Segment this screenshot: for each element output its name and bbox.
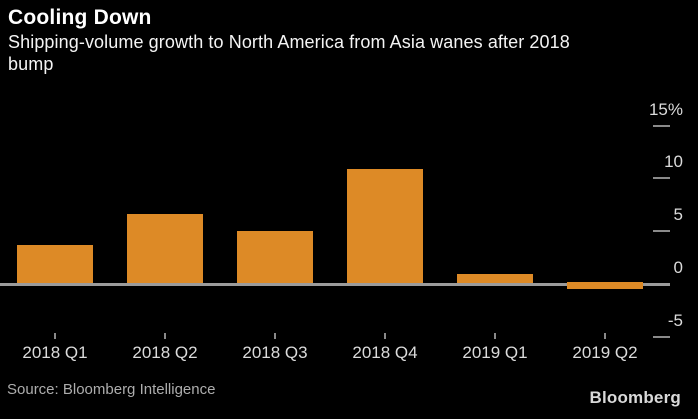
- bar-2018-q4: [347, 169, 423, 284]
- x-axis-label: 2018 Q2: [132, 343, 198, 362]
- y-axis-tick: [653, 177, 670, 179]
- bar-2019-q2: [567, 282, 643, 289]
- chart-subtitle-line1: Shipping-volume growth to North America …: [8, 32, 570, 52]
- x-axis-label: 2019 Q1: [462, 343, 528, 362]
- chart-subtitle-line2: bump: [8, 54, 54, 74]
- bloomberg-logo: Bloomberg: [589, 388, 681, 407]
- y-axis-label: 0: [673, 258, 683, 277]
- y-axis-label: 5: [673, 205, 683, 224]
- bar-2018-q1: [17, 245, 93, 284]
- x-axis-tick: [604, 333, 606, 339]
- x-axis-label: 2018 Q1: [22, 343, 88, 362]
- x-axis-tick: [164, 333, 166, 339]
- y-axis-label: 10: [664, 152, 683, 171]
- zero-baseline: [0, 283, 670, 286]
- x-axis-tick: [274, 333, 276, 339]
- y-axis-label: -5: [667, 311, 683, 330]
- x-axis-label: 2019 Q2: [572, 343, 638, 362]
- y-axis-tick: [653, 125, 670, 127]
- y-axis-label: 15%: [648, 100, 683, 119]
- x-axis-tick: [384, 333, 386, 339]
- y-axis-tick: [653, 230, 670, 232]
- bar-2019-q1: [457, 274, 533, 284]
- x-axis-tick: [54, 333, 56, 339]
- y-axis-tick: [653, 336, 670, 338]
- bar-2018-q3: [237, 231, 313, 284]
- source-label: Source: Bloomberg Intelligence: [7, 381, 216, 398]
- x-axis-label: 2018 Q4: [352, 343, 418, 362]
- bar-2018-q2: [127, 214, 203, 284]
- x-axis-label: 2018 Q3: [242, 343, 308, 362]
- chart-title: Cooling Down: [8, 6, 152, 29]
- x-axis-tick: [494, 333, 496, 339]
- chart-header: Cooling Down Shipping-volume growth to N…: [8, 5, 570, 75]
